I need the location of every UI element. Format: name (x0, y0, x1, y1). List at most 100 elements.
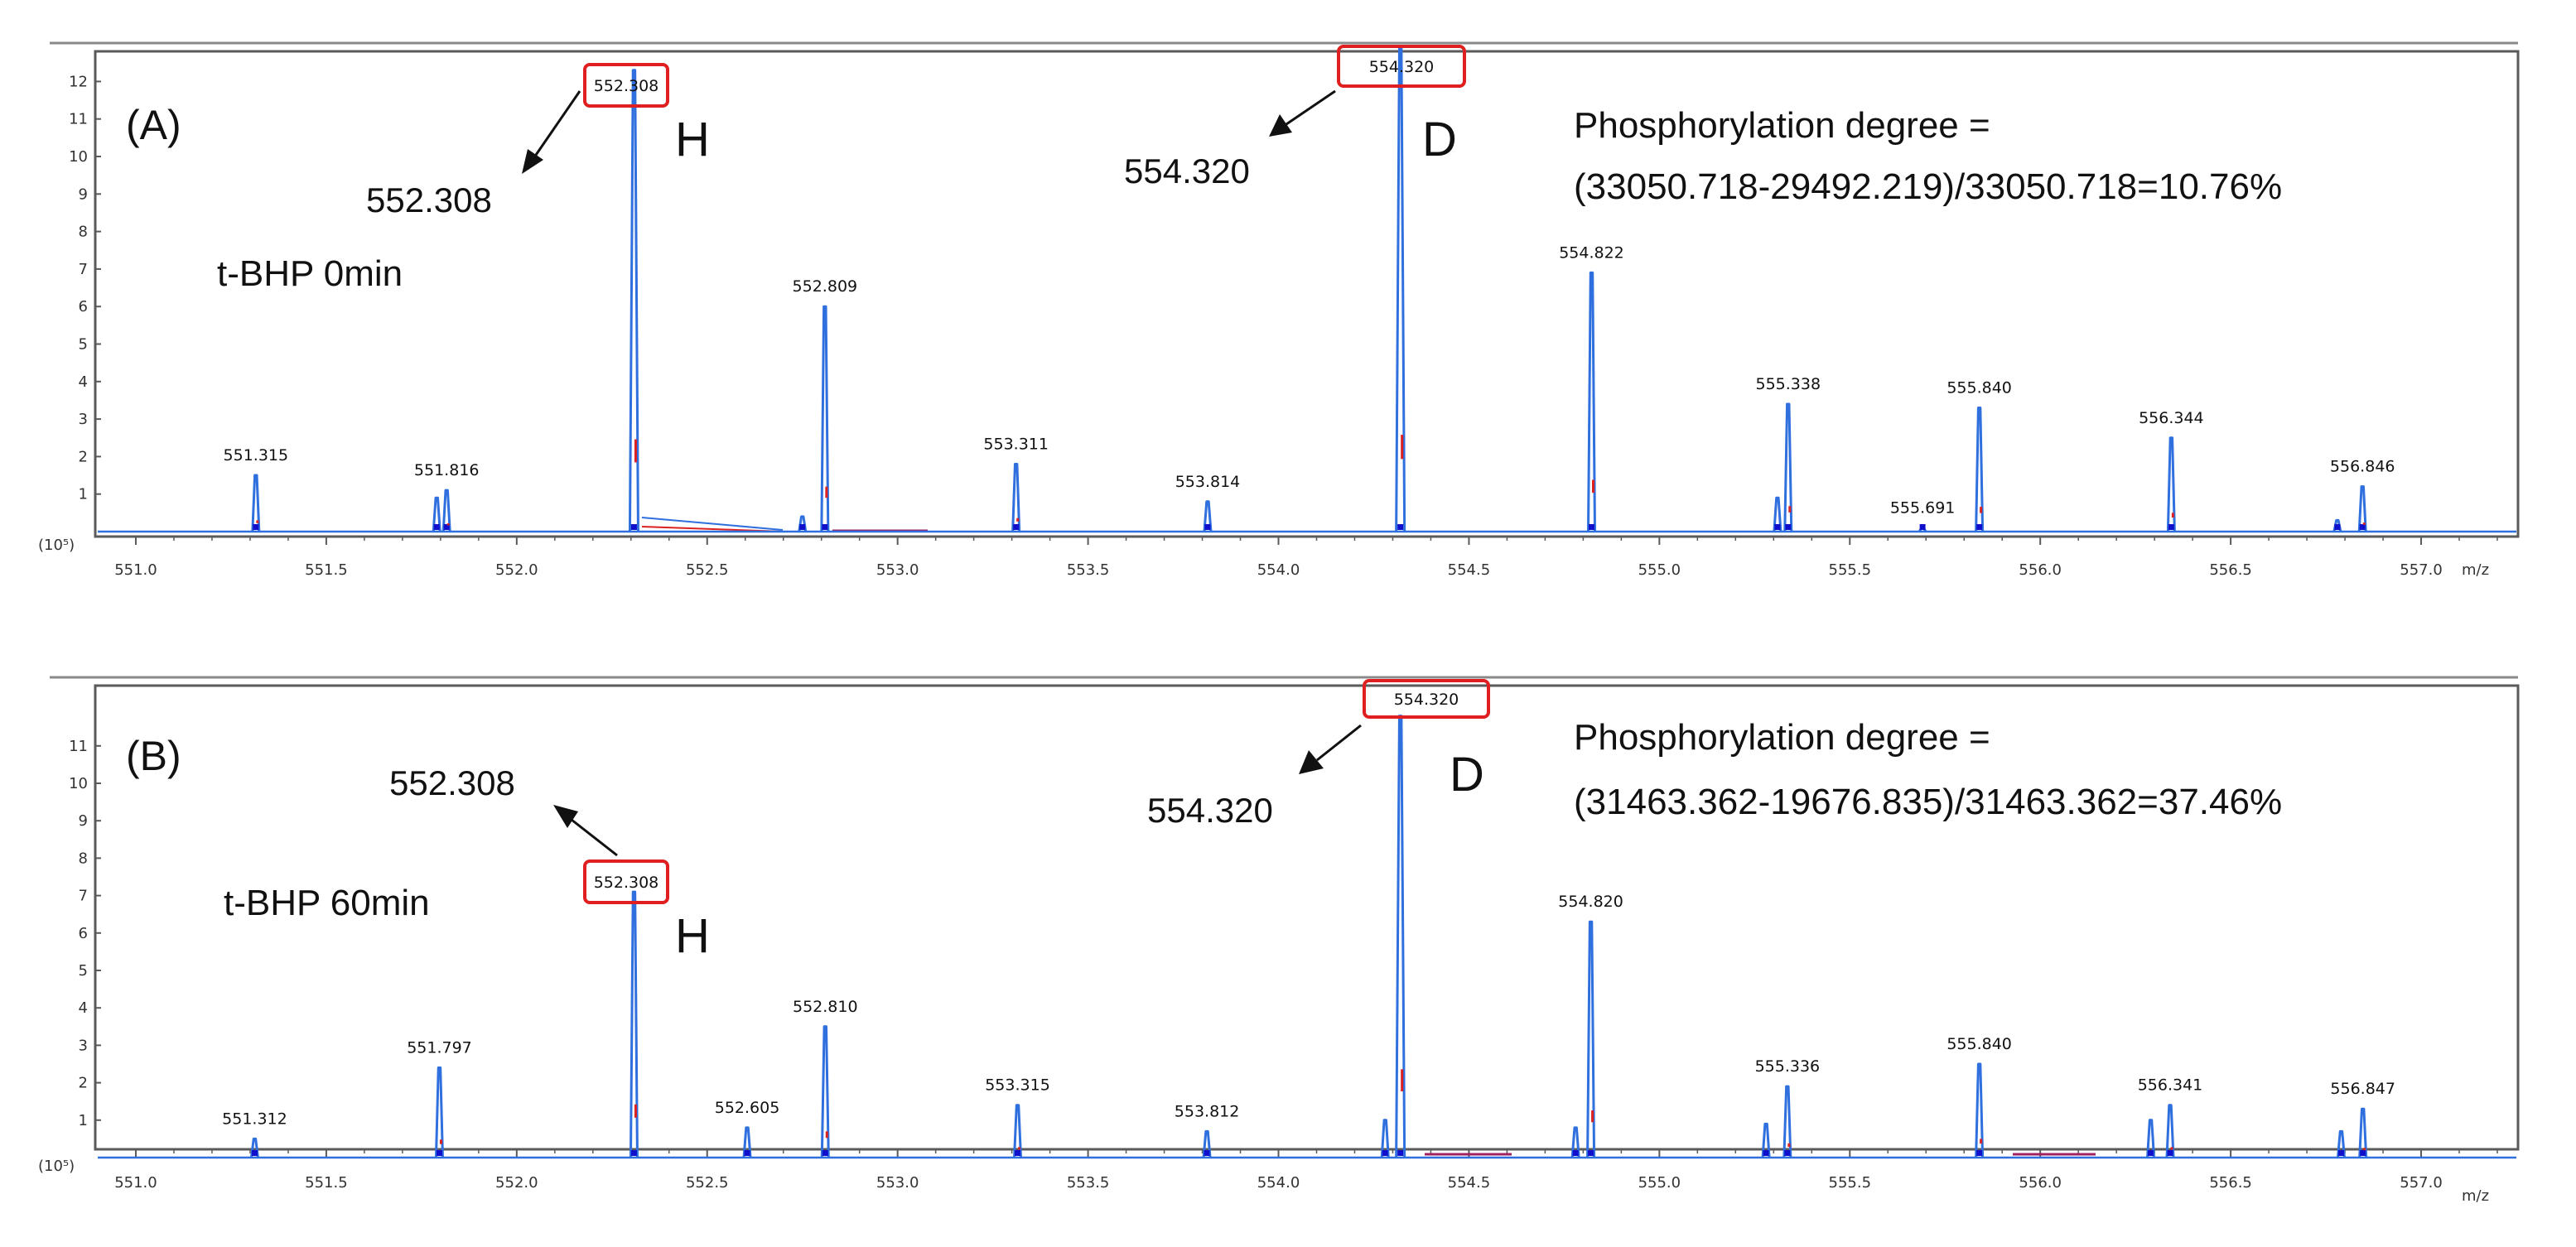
x-tick-label: 557.0 (2400, 561, 2443, 579)
panel-b-title: (B) (126, 733, 181, 779)
x-tick-label: 554.5 (1448, 561, 1491, 579)
centroid-marker (433, 524, 440, 530)
panel-b-d-value: 554.320 (1147, 791, 1273, 830)
arrow-head (1269, 114, 1292, 137)
peak-label: 551.315 (224, 446, 289, 465)
spectrum-peak (1761, 1122, 1771, 1158)
x-tick-label: 552.0 (495, 1174, 538, 1192)
peak-label: 555.840 (1946, 1035, 2012, 1053)
panel-b-h-highlight-box (583, 859, 669, 904)
spectrum-peak (1203, 500, 1213, 532)
spectrum-peak (2146, 1119, 2156, 1158)
spectrum-peak (1202, 1129, 1212, 1158)
spectrum-peak (434, 1066, 444, 1158)
peak-label: 554.820 (1558, 893, 1623, 911)
panel-a-d-letter: D (1422, 113, 1457, 166)
spectrum-peak (1011, 462, 1021, 532)
panel-a-x-unit: m/z (2462, 561, 2489, 579)
x-tick-label: 553.0 (876, 561, 919, 579)
centroid-marker (1013, 524, 1020, 530)
centroid-marker (1589, 524, 1595, 530)
centroid-marker (1382, 1150, 1388, 1156)
y-tick-label: 3 (79, 1037, 88, 1054)
centroid-marker (1774, 524, 1781, 530)
centroid-marker (1784, 1150, 1791, 1156)
x-tick-label: 551.0 (114, 1174, 157, 1192)
y-tick-label: 6 (79, 298, 88, 315)
y-tick-label: 2 (79, 1075, 88, 1092)
panel-b-h-arrow (571, 818, 618, 857)
panel-a-condition: t-BHP 0min (217, 253, 403, 294)
centroid-marker (2167, 1150, 2173, 1156)
centroid-marker (822, 524, 828, 530)
centroid-marker (253, 524, 259, 530)
spectrum-peak (1570, 1126, 1580, 1158)
centroid-marker (1204, 524, 1211, 530)
centroid-marker (1976, 1150, 1983, 1156)
panel-a-spectrum-trace (98, 46, 2516, 533)
x-tick-label: 556.0 (2019, 1174, 2062, 1192)
panel-b-x-unit: m/z (2462, 1187, 2489, 1205)
spectrum-peak (2166, 436, 2176, 532)
peak-label: 554.320 (1369, 58, 1435, 76)
y-tick-label: 1 (79, 1112, 88, 1129)
panel-b-spectrum-trace (98, 715, 2516, 1159)
y-tick-label: 7 (79, 888, 88, 905)
panel-b-peak-labels: 551.312 551.797 552.308 552.605 552.810 553.3… (222, 691, 2395, 1128)
spectrum-peak (1782, 1085, 1792, 1158)
y-tick-label: 10 (69, 775, 88, 792)
y-tick-label: 11 (69, 738, 88, 755)
y-tick-label: 9 (79, 185, 88, 203)
panel-b-phosphorylation-formula: (31463.362-19676.835)/31463.362=37.46% (1574, 782, 2282, 822)
centroid-marker (1397, 1150, 1404, 1156)
panel-a-phosphorylation-formula: (33050.718-29492.219)/33050.718=10.76% (1574, 166, 2282, 207)
panel-b-d-arrow (1316, 724, 1362, 762)
peak-label: 556.341 (2138, 1076, 2203, 1095)
x-tick-label: 551.5 (305, 561, 348, 579)
peak-label: 552.308 (594, 77, 659, 95)
peak-label: 553.812 (1175, 1102, 1240, 1120)
x-tick-label: 553.0 (876, 1174, 919, 1192)
x-tick-label: 552.5 (686, 561, 729, 579)
centroid-marker (2359, 524, 2366, 530)
spectrum-peak (249, 1137, 259, 1158)
centroid-marker (2334, 524, 2341, 530)
panel-b-phosphorylation-label: Phosphorylation degree = (1574, 717, 1990, 758)
spectrum-peak (1587, 271, 1596, 532)
x-tick-label: 556.0 (2019, 561, 2062, 579)
arrow-head (553, 805, 578, 828)
panel-b-h-value: 552.308 (389, 763, 515, 802)
peak-label: 555.691 (1890, 498, 1956, 517)
panel-a-plot-frame (94, 50, 2520, 538)
centroid-marker (822, 1150, 828, 1156)
panel-b-h-letter: H (675, 909, 710, 963)
centroid-marker (1976, 524, 1983, 530)
panel-a-d-value: 554.320 (1124, 152, 1250, 190)
centroid-marker (1763, 1150, 1769, 1156)
spectrum-peak (441, 489, 451, 532)
x-tick-label: 557.0 (2400, 1174, 2443, 1192)
y-tick-label: 10 (69, 148, 88, 166)
centroid-marker (251, 1150, 258, 1156)
spectrum-peak (251, 474, 261, 532)
centroid-marker (630, 524, 637, 530)
centroid-marker (630, 1150, 637, 1156)
centroid-marker (2168, 524, 2174, 530)
centroid-marker (1919, 524, 1926, 530)
x-tick-label: 556.5 (2209, 561, 2252, 579)
spectrum-peak (1773, 496, 1782, 532)
panel-b-d-highlight-box (1363, 679, 1490, 719)
peak-label: 551.312 (222, 1110, 287, 1128)
centroid-marker (1397, 524, 1404, 530)
peak-label: 556.847 (2330, 1080, 2395, 1098)
centroid-marker (1785, 524, 1792, 530)
panel-a-peak-labels: 551.315 551.816 552.308 552.809 553.311 553.8… (224, 58, 2395, 517)
spectrum-peak (1380, 1119, 1390, 1158)
x-tick-label: 551.5 (305, 1174, 348, 1192)
centroid-marker (744, 1150, 750, 1156)
centroid-marker (1015, 1150, 1021, 1156)
peak-label: 552.605 (715, 1099, 780, 1117)
spectrum-peak (742, 1126, 752, 1158)
